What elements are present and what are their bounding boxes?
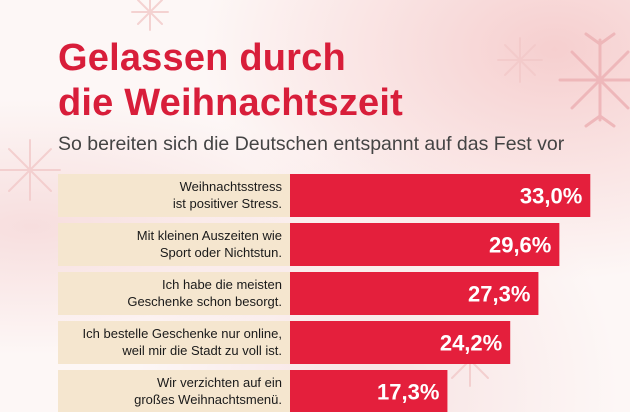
category-label-box	[58, 174, 290, 217]
title-line-2: die Weihnachtszeit	[58, 82, 403, 124]
category-label: Ich bestelle Geschenke nur online, weil m…	[83, 326, 282, 358]
chart-title: Gelassen durch die Weihnachtszeit	[58, 36, 403, 126]
title-line-1: Gelassen durch	[58, 37, 346, 79]
category-label: Mit kleinen Auszeiten wie Sport oder Nich…	[137, 228, 282, 260]
data-label: 24,2%	[440, 331, 502, 356]
bar-row: Weihnachtsstress ist positiver Stress. 33,…	[58, 174, 591, 217]
bar	[290, 272, 539, 315]
data-label: 27,3%	[468, 282, 530, 307]
bar-row: Ich bestelle Geschenke nur online, weil m…	[58, 321, 511, 364]
category-label: Weihnachtsstress ist positiver Stress.	[173, 179, 283, 211]
category-label-box	[58, 370, 290, 412]
data-label: 29,6%	[489, 233, 551, 258]
bar	[290, 174, 591, 217]
category-label: Ich habe die meisten Geschenke schon beso…	[127, 277, 282, 309]
category-label-box	[58, 272, 290, 315]
bar	[290, 223, 560, 266]
bar-row: Ich habe die meisten Geschenke schon beso…	[58, 272, 539, 315]
bar	[290, 321, 511, 364]
bar-row: Wir verzichten auf ein großes Weihnachtsm…	[58, 370, 448, 412]
category-label-box	[58, 321, 290, 364]
category-label-box	[58, 223, 290, 266]
chart-subtitle: So bereiten sich die Deutschen entspannt…	[58, 133, 565, 155]
data-label: 17,3%	[377, 380, 439, 405]
category-label: Wir verzichten auf ein großes Weihnachtsm…	[134, 375, 282, 407]
data-label: 33,0%	[520, 184, 582, 209]
bar-row: Mit kleinen Auszeiten wie Sport oder Nich…	[58, 223, 560, 266]
bar	[290, 370, 448, 412]
